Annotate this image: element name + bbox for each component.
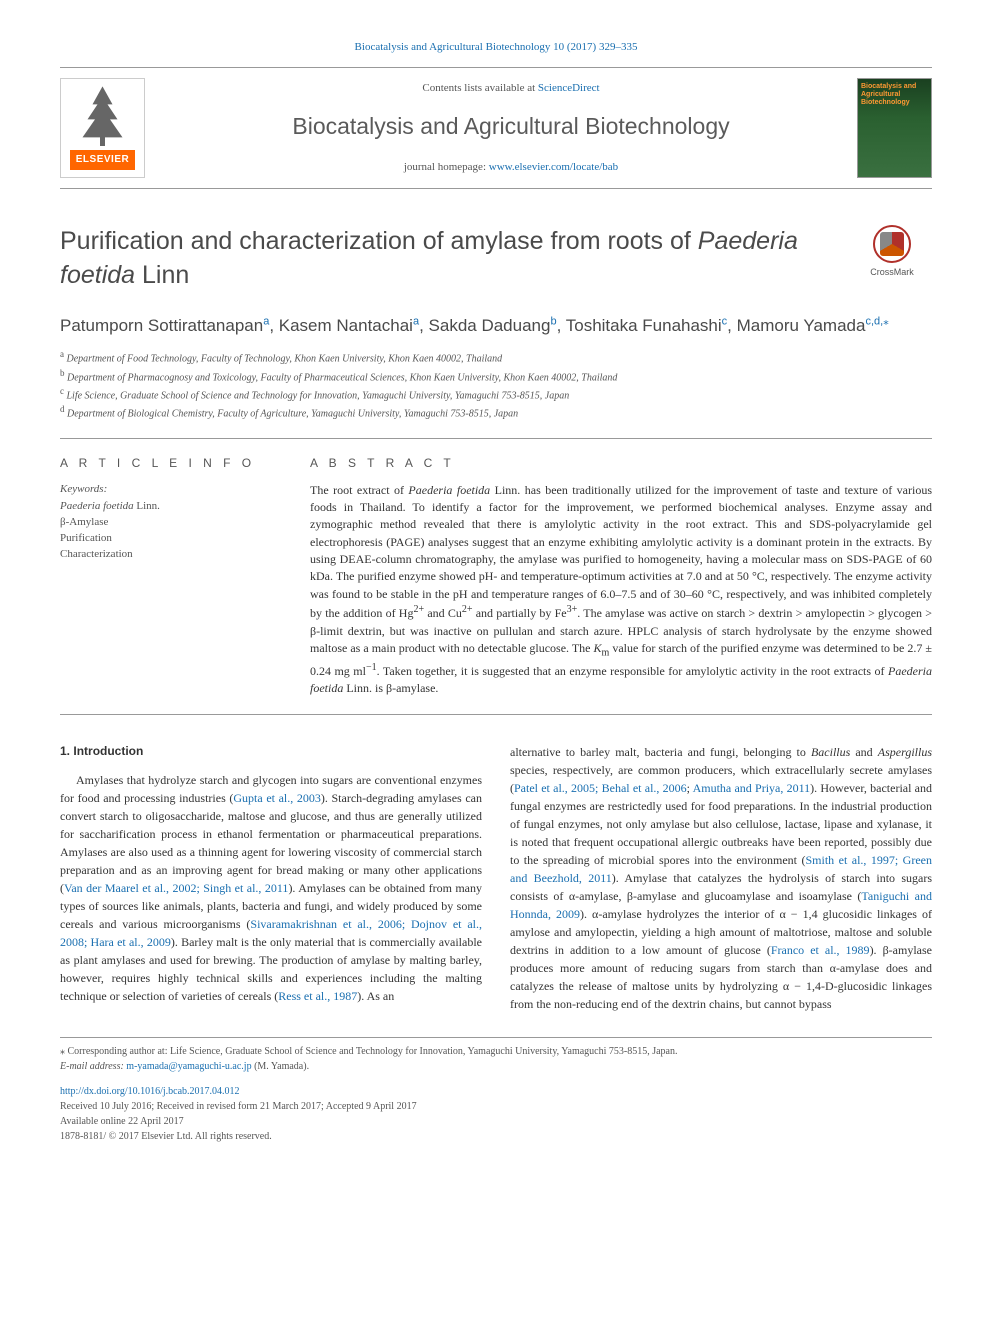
section-heading-introduction: 1. Introduction (60, 743, 482, 760)
keyword-item: Purification (60, 531, 280, 547)
publication-info: http://dx.doi.org/10.1016/j.bcab.2017.04… (60, 1084, 932, 1144)
keyword-item: Characterization (60, 547, 280, 563)
section-title: Introduction (73, 744, 143, 758)
doi-link[interactable]: http://dx.doi.org/10.1016/j.bcab.2017.04… (60, 1086, 240, 1097)
keyword-item: Paederia foetida Linn. (60, 499, 280, 515)
journal-homepage-link[interactable]: www.elsevier.com/locate/bab (489, 161, 618, 173)
elsevier-wordmark: ELSEVIER (70, 150, 135, 170)
sciencedirect-link[interactable]: ScienceDirect (538, 82, 600, 94)
received-line: Received 10 July 2016; Received in revis… (60, 1101, 417, 1112)
body-column-1: Amylases that hydrolyze starch and glyco… (60, 771, 482, 1005)
elsevier-tree-icon (78, 86, 128, 146)
contents-prefix: Contents lists available at (422, 82, 537, 94)
title-post: Linn (135, 261, 189, 289)
crossmark-badge[interactable]: CrossMark (852, 225, 932, 279)
crossmark-label: CrossMark (852, 266, 932, 279)
affiliation-line: c Life Science, Graduate School of Scien… (60, 385, 932, 403)
title-pre: Purification and characterization of amy… (60, 227, 698, 255)
corresponding-email-link[interactable]: m-yamada@yamaguchi-u.ac.jp (126, 1061, 251, 1072)
keywords-list: Paederia foetida Linn.β-AmylasePurificat… (60, 499, 280, 563)
journal-cover-thumbnail[interactable]: Biocatalysis and Agricultural Biotechnol… (857, 78, 932, 178)
corresponding-mark: ⁎ (883, 315, 889, 327)
cover-thumb-title: Biocatalysis and Agricultural Biotechnol… (861, 83, 928, 106)
keywords-label: Keywords: (60, 482, 280, 497)
corresponding-text: ⁎ Corresponding author at: Life Science,… (60, 1044, 932, 1059)
journal-name: Biocatalysis and Agricultural Biotechnol… (165, 110, 857, 142)
journal-reference: Biocatalysis and Agricultural Biotechnol… (60, 40, 932, 55)
section-number: 1. (60, 744, 70, 758)
keyword-item: β-Amylase (60, 515, 280, 531)
authors-list: Patumporn Sottirattanapana, Kasem Nantac… (60, 313, 932, 339)
elsevier-logo[interactable]: ELSEVIER (60, 78, 145, 178)
abstract-text: The root extract of Paederia foetida Lin… (310, 482, 932, 698)
affiliation-line: d Department of Biological Chemistry, Fa… (60, 403, 932, 421)
corresponding-author-note: ⁎ Corresponding author at: Life Science,… (60, 1044, 932, 1074)
masthead: ELSEVIER Contents lists available at Sci… (60, 67, 932, 189)
homepage-prefix: journal homepage: (404, 161, 489, 173)
available-online-line: Available online 22 April 2017 (60, 1116, 184, 1127)
affiliation-line: b Department of Pharmacognosy and Toxico… (60, 367, 932, 385)
article-title: Purification and characterization of amy… (60, 225, 834, 293)
affiliation-line: a Department of Food Technology, Faculty… (60, 348, 932, 366)
crossmark-icon (873, 225, 911, 263)
email-label: E-mail address: (60, 1061, 126, 1072)
journal-homepage-line: journal homepage: www.elsevier.com/locat… (165, 160, 857, 175)
affiliations-list: a Department of Food Technology, Faculty… (60, 348, 932, 421)
contents-list-line: Contents lists available at ScienceDirec… (165, 81, 857, 96)
copyright-line: 1878-8181/ © 2017 Elsevier Ltd. All righ… (60, 1131, 272, 1142)
abstract-heading: A B S T R A C T (310, 455, 932, 472)
article-info-heading: A R T I C L E I N F O (60, 455, 280, 472)
body-column-2: alternative to barley malt, bacteria and… (510, 743, 932, 1013)
email-suffix: (M. Yamada). (252, 1061, 310, 1072)
